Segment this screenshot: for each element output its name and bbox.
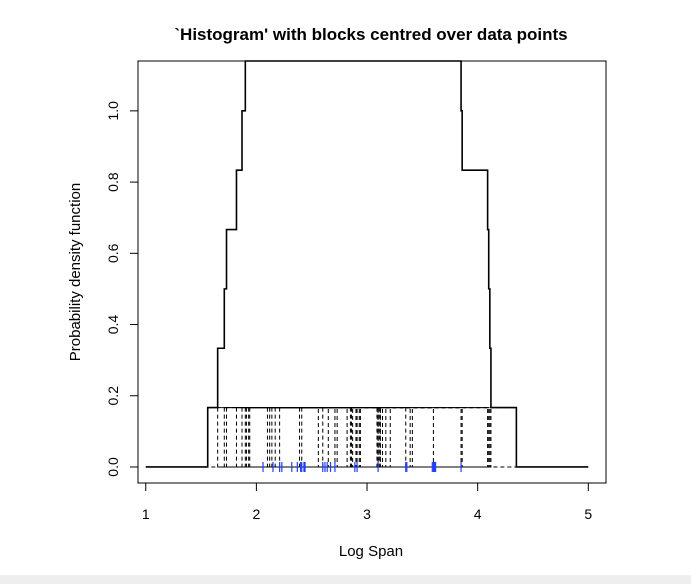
y-axis-label: Probability density function — [67, 183, 84, 361]
data-block — [271, 407, 384, 468]
data-block — [376, 407, 489, 468]
data-blocks — [207, 407, 517, 468]
data-block — [351, 407, 463, 468]
y-tick-label: 0.8 — [105, 172, 121, 192]
density-step-line — [145, 60, 589, 468]
data-block — [235, 407, 348, 468]
data-block — [378, 407, 491, 468]
data-block — [249, 407, 361, 468]
x-tick-label: 1 — [142, 506, 150, 522]
y-axis: 0.0 0.2 0.4 0.6 0.8 1.0 — [105, 101, 139, 477]
y-tick-label: 1.0 — [105, 101, 121, 121]
x-axis-label: Log Span — [339, 543, 403, 560]
data-block — [269, 407, 381, 468]
bottom-bar — [0, 575, 691, 584]
x-tick-label: 3 — [363, 506, 371, 522]
data-block — [241, 407, 354, 468]
data-block — [226, 407, 338, 468]
data-block — [379, 407, 492, 468]
chart-title: `Histogram' with blocks centred over dat… — [174, 25, 567, 44]
data-block — [244, 407, 357, 468]
x-tick-label: 2 — [252, 506, 260, 522]
x-axis: 1 2 3 4 5 — [142, 482, 592, 522]
y-tick-label: 0.4 — [105, 315, 121, 335]
data-block — [248, 407, 360, 468]
y-tick-label: 0.2 — [105, 386, 121, 406]
rug-marks — [262, 461, 462, 472]
data-block — [299, 407, 411, 468]
data-block — [217, 407, 329, 468]
x-tick-label: 4 — [474, 506, 482, 522]
x-tick-label: 5 — [584, 506, 592, 522]
y-tick-label: 0.0 — [105, 457, 121, 477]
data-block — [274, 407, 387, 468]
y-tick-label: 0.6 — [105, 243, 121, 263]
